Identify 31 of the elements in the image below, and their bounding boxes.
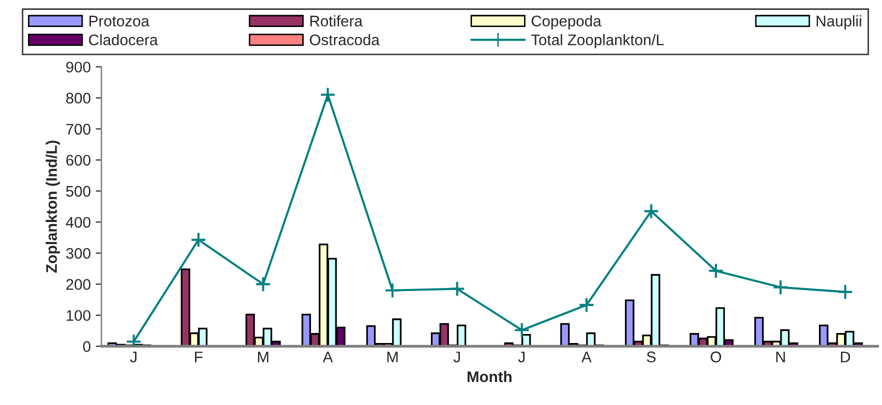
y-tick-label: 700 [66, 124, 90, 135]
y-tick-label: 0 [83, 341, 90, 352]
legend-label: Total Zooplankton/L [531, 34, 664, 48]
y-tick-label: 600 [66, 154, 90, 166]
y-tick-label: 500 [66, 186, 90, 197]
legend-label: Ostracoda [310, 34, 380, 46]
x-tick-label: O [710, 352, 722, 362]
legend-label: Copepoda [532, 15, 602, 30]
y-tick-label: 400 [66, 216, 90, 228]
x-tick-label: J [130, 352, 136, 362]
x-tick-label: J [454, 352, 460, 362]
y-tick-label: 900 [66, 62, 90, 73]
x-tick-label: N [776, 352, 785, 362]
x-tick-label: A [322, 352, 333, 362]
x-tick-label: M [258, 352, 268, 362]
x-tick-label: S [646, 352, 656, 362]
legend-label: Protozoa [90, 16, 150, 26]
x-tick-label: A [581, 352, 592, 362]
y-tick-label: 200 [66, 279, 90, 290]
x-tick-label: F [195, 352, 203, 362]
x-tick-label: D [840, 352, 850, 362]
legend-label: Rotifera [310, 15, 363, 26]
y-tick-label: 300 [66, 248, 90, 259]
y-tick-label: 800 [66, 92, 90, 104]
x-tick-label: M [387, 352, 398, 362]
x-axis-title: Month [468, 370, 512, 382]
legend-label: Cladocera [89, 34, 158, 46]
y-tick-label: 100 [66, 310, 90, 321]
x-tick-label: J [518, 352, 525, 362]
y-axis-title: Zoplankton (Ind/L) [46, 140, 60, 273]
legend-label: Nauplii [816, 15, 862, 30]
